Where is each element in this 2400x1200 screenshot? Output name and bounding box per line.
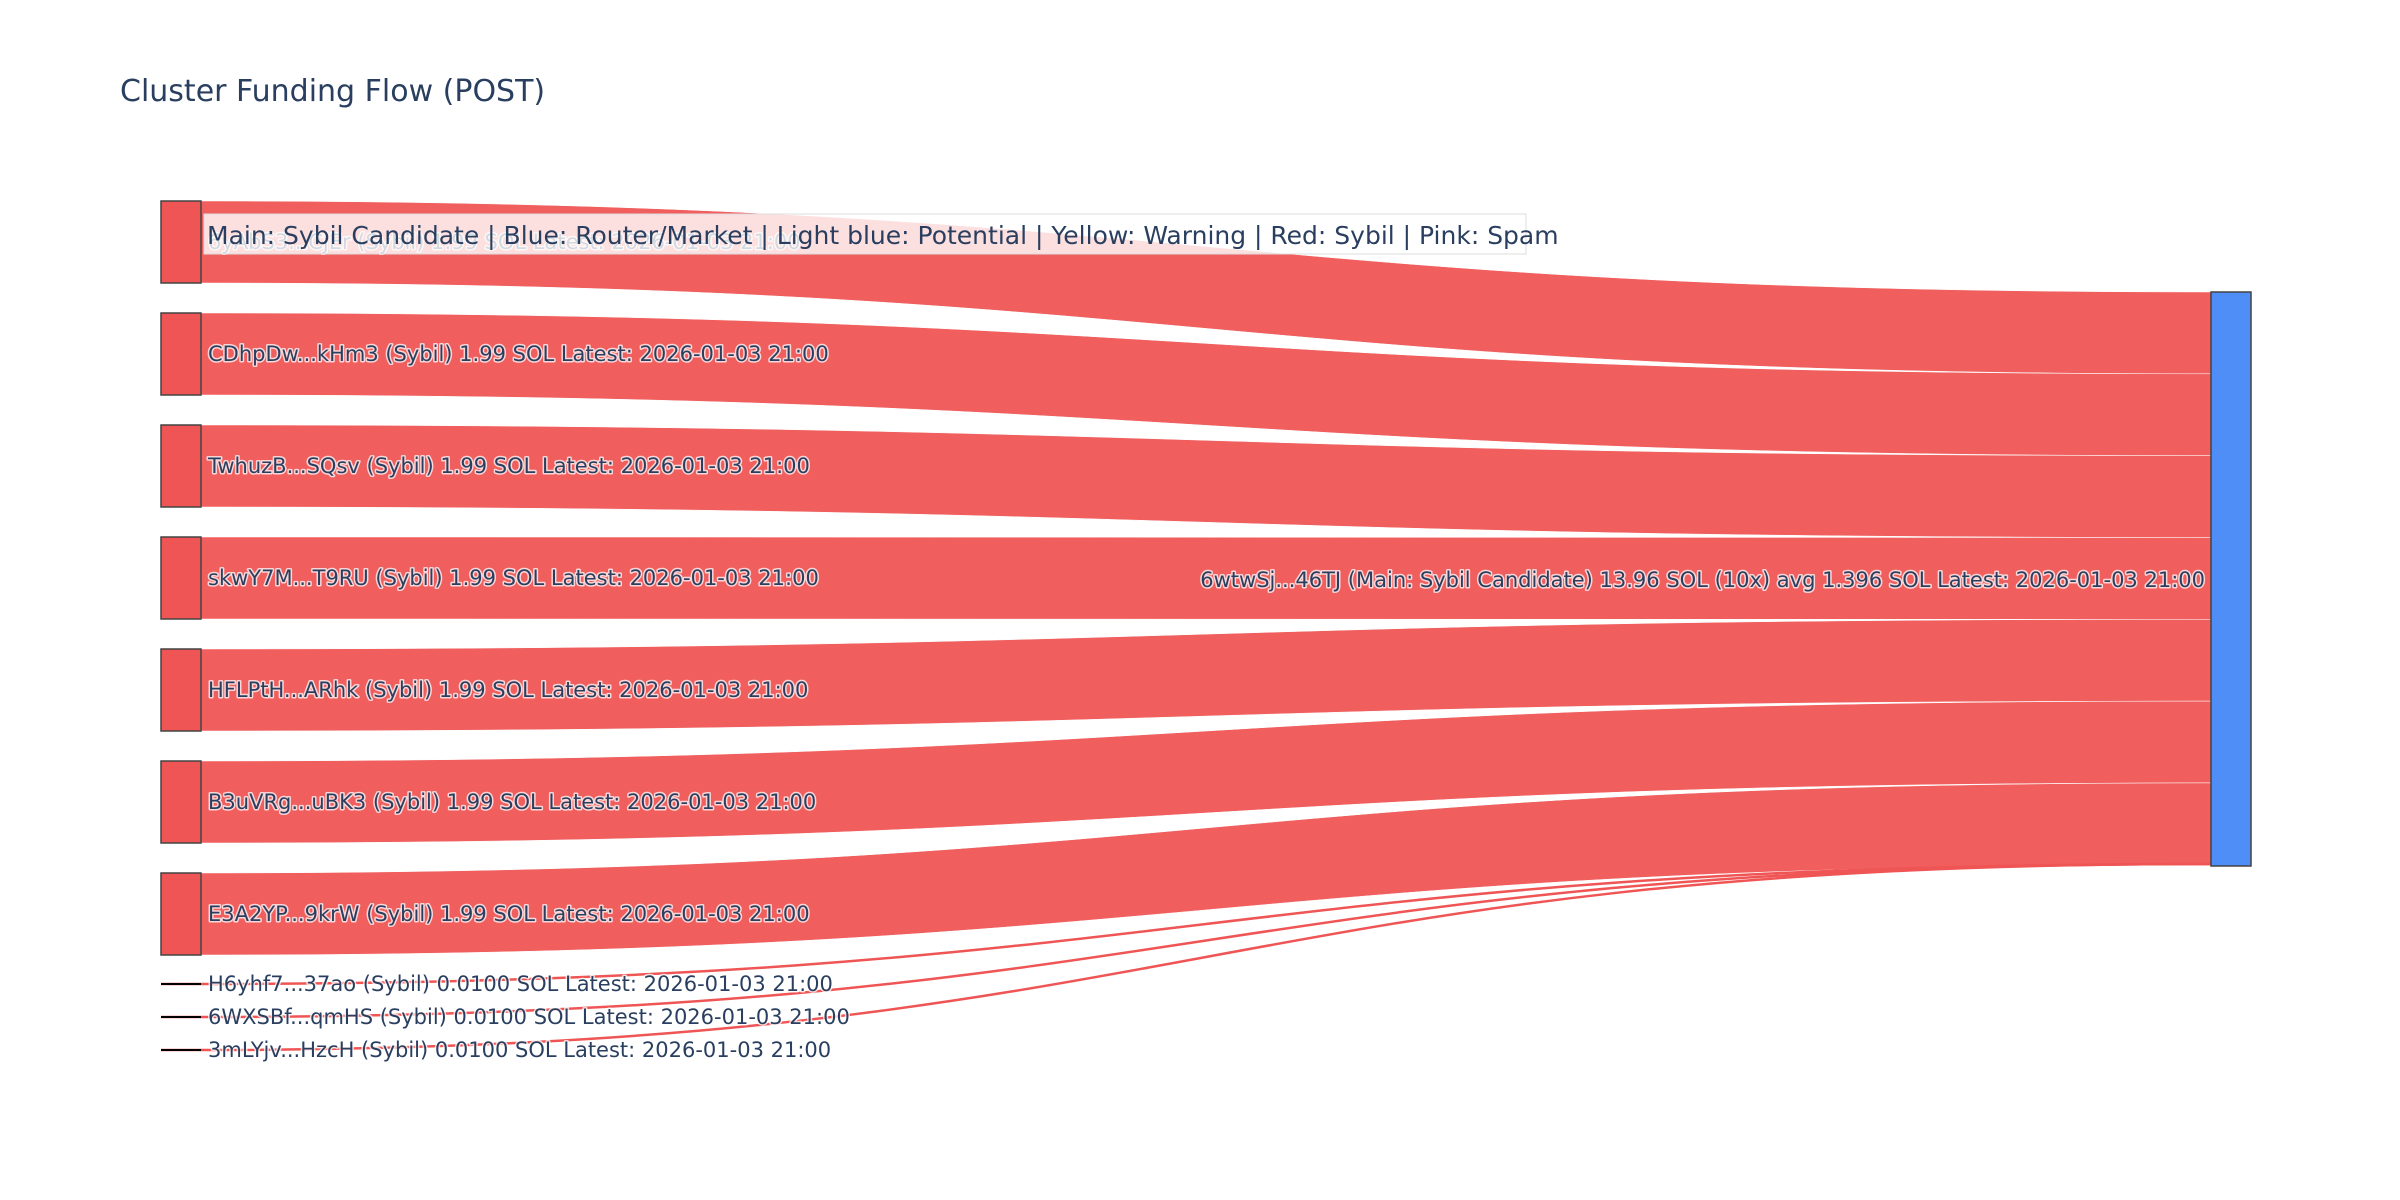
source-node[interactable] bbox=[160, 312, 202, 396]
source-node[interactable] bbox=[160, 872, 202, 956]
legend-note-text: Main: Sybil Candidate | Blue: Router/Mar… bbox=[207, 221, 1559, 250]
source-node-label-halo: TwhuzB...SQsv (Sybil) 1.99 SOL Latest: 2… bbox=[207, 454, 810, 478]
source-node-label: E3A2YP...9krW (Sybil) 1.99 SOL Latest: 2… bbox=[208, 902, 810, 926]
source-node-label-halo: E3A2YP...9krW (Sybil) 1.99 SOL Latest: 2… bbox=[208, 902, 810, 926]
source-node-label: 6WXSBf...qmHS (Sybil) 0.0100 SOL Latest:… bbox=[208, 1005, 850, 1029]
legend-note-box bbox=[203, 213, 1527, 255]
source-node-label: H6yhf7...37ao (Sybil) 0.0100 SOL Latest:… bbox=[208, 972, 833, 996]
source-node-label: HFLPtH...ARhk (Sybil) 1.99 SOL Latest: 2… bbox=[208, 678, 808, 702]
flow-link[interactable] bbox=[161, 862, 2212, 1019]
source-node-label-halo: H6yhf7...37ao (Sybil) 0.0100 SOL Latest:… bbox=[208, 972, 833, 996]
source-node-label: TwhuzB...SQsv (Sybil) 1.99 SOL Latest: 2… bbox=[207, 454, 810, 478]
source-node-label-halo: skwY7M...T9RU (Sybil) 1.99 SOL Latest: 2… bbox=[208, 566, 819, 590]
source-node-label: 3mLYjv...HzcH (Sybil) 0.0100 SOL Latest:… bbox=[208, 1038, 831, 1062]
flow-link[interactable] bbox=[161, 862, 2212, 986]
source-node-label: skwY7M...T9RU (Sybil) 1.99 SOL Latest: 2… bbox=[208, 566, 819, 590]
source-node[interactable] bbox=[160, 536, 202, 620]
chart-title: Cluster Funding Flow (POST) bbox=[120, 74, 545, 109]
source-node-label-halo: HFLPtH...ARhk (Sybil) 1.99 SOL Latest: 2… bbox=[208, 678, 808, 702]
legend-note: Main: Sybil Candidate | Blue: Router/Mar… bbox=[203, 213, 1559, 255]
target-node[interactable] bbox=[2210, 291, 2252, 867]
source-node-label: CDhpDw...kHm3 (Sybil) 1.99 SOL Latest: 2… bbox=[208, 342, 829, 366]
sankey-links bbox=[161, 200, 2212, 1052]
source-node[interactable] bbox=[160, 760, 202, 844]
source-node[interactable] bbox=[160, 648, 202, 732]
sankey-nodes bbox=[160, 200, 2252, 1051]
source-node-label-halo: 6WXSBf...qmHS (Sybil) 0.0100 SOL Latest:… bbox=[208, 1005, 850, 1029]
flow-link[interactable] bbox=[161, 862, 2212, 1052]
target-node-label-halo: 6wtwSj...46TJ (Main: Sybil Candidate) 13… bbox=[1200, 568, 2205, 592]
source-node-label-halo: B3uVRg...uBK3 (Sybil) 1.99 SOL Latest: 2… bbox=[208, 790, 816, 814]
source-node-label: B3uVRg...uBK3 (Sybil) 1.99 SOL Latest: 2… bbox=[208, 790, 816, 814]
source-node[interactable] bbox=[160, 424, 202, 508]
source-node[interactable] bbox=[160, 200, 202, 284]
target-node-label: 6wtwSj...46TJ (Main: Sybil Candidate) 13… bbox=[1200, 568, 2205, 592]
source-node-label-halo: 3mLYjv...HzcH (Sybil) 0.0100 SOL Latest:… bbox=[208, 1038, 831, 1062]
source-node-label-halo: CDhpDw...kHm3 (Sybil) 1.99 SOL Latest: 2… bbox=[208, 342, 829, 366]
